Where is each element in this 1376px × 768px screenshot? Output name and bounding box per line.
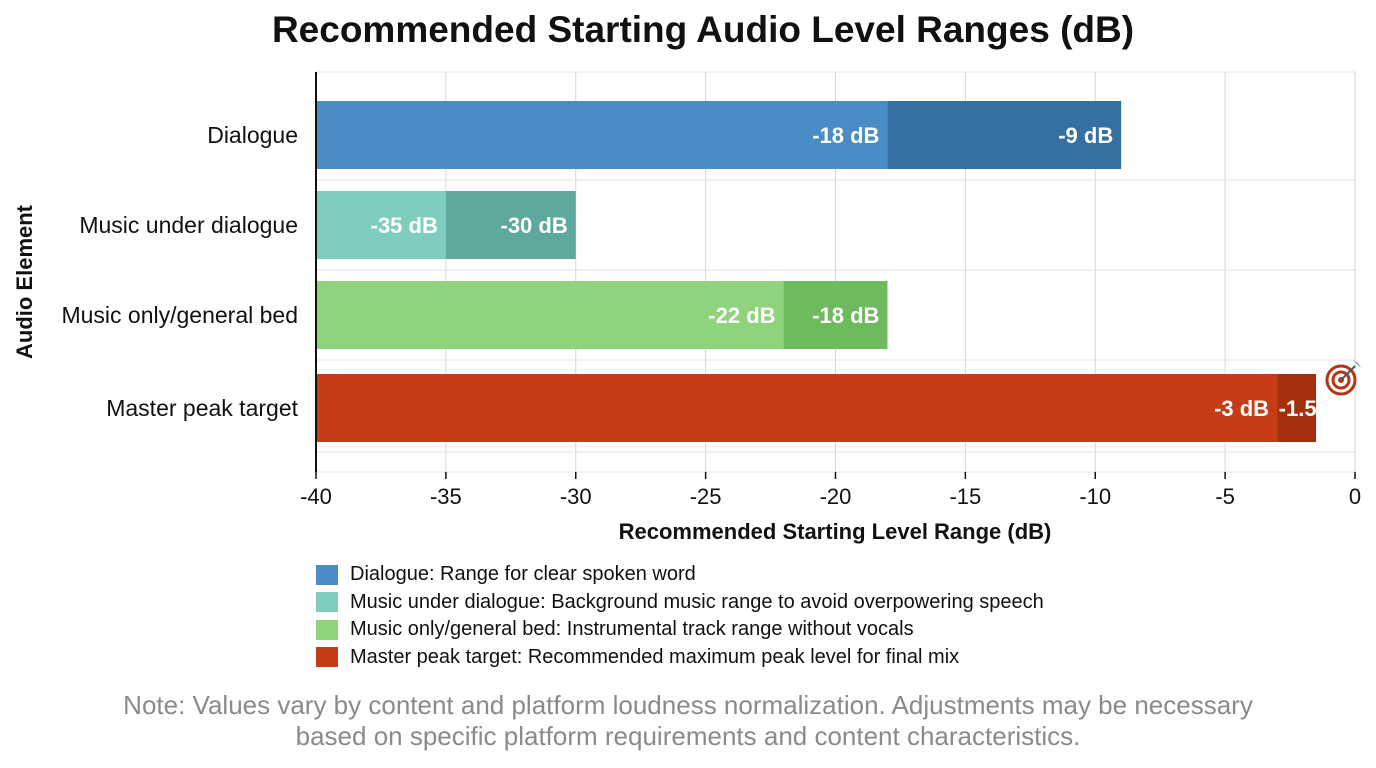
bar-range-segment <box>887 101 1122 169</box>
x-tick-label: 0 <box>1349 484 1361 509</box>
bar-range-segment <box>445 191 576 259</box>
legend-swatch-dialogue <box>316 564 338 585</box>
chart-note: Note: Values vary by content and platfor… <box>0 690 1376 752</box>
legend-item: Music under dialogue: Background music r… <box>316 589 1044 617</box>
bar-label-end: -9 dB <box>1058 123 1113 148</box>
x-tick-label: -5 <box>1215 484 1235 509</box>
category-label: Dialogue <box>207 122 298 148</box>
legend-label: Music under dialogue: Background music r… <box>350 590 1044 613</box>
x-tick-label: -20 <box>820 484 852 509</box>
bar-base <box>316 101 888 169</box>
x-tick-label: -15 <box>949 484 981 509</box>
x-tick-label: -10 <box>1079 484 1111 509</box>
bar-base <box>316 191 446 259</box>
note-line: Note: Values vary by content and platfor… <box>123 690 1253 720</box>
legend-item: Dialogue: Range for clear spoken word <box>316 561 1044 589</box>
bar-label-end: -30 dB <box>501 213 568 238</box>
legend-swatch-master-peak <box>316 647 338 668</box>
bar-base <box>316 281 784 349</box>
category-label: Master peak target <box>106 395 298 421</box>
target-icon-fletch <box>1353 360 1362 368</box>
bar-label-start: -3 dB <box>1214 396 1269 421</box>
bar-label-end: -18 dB <box>812 303 879 328</box>
x-tick-label: -40 <box>300 484 332 509</box>
target-icon-ring <box>1331 370 1351 390</box>
legend-item: Music only/general bed: Instrumental tra… <box>316 616 1044 644</box>
bar-base <box>316 374 1278 442</box>
legend-swatch-music-under-dialogue <box>316 592 338 613</box>
target-icon-arrow <box>1340 365 1356 381</box>
bar-label-end: -1.5 dB <box>1279 396 1352 421</box>
chart-title: Recommended Starting Audio Level Ranges … <box>272 9 1134 50</box>
y-axis-title: Audio Element <box>12 204 37 359</box>
bar-range-segment <box>783 281 888 349</box>
bar-label-start: -35 dB <box>371 213 438 238</box>
legend-label: Dialogue: Range for clear spoken word <box>350 563 696 586</box>
category-label: Music only/general bed <box>61 302 298 328</box>
x-tick-label: -25 <box>690 484 722 509</box>
legend-label: Master peak target: Recommended maximum … <box>350 645 960 668</box>
bar-range-segment <box>1277 374 1317 442</box>
x-axis-title: Recommended Starting Level Range (dB) <box>619 519 1052 544</box>
x-tick-label: -30 <box>560 484 592 509</box>
x-tick-label: -35 <box>430 484 462 509</box>
bar-label-start: -18 dB <box>812 123 879 148</box>
bar-label-start: -22 dB <box>708 303 775 328</box>
legend-label: Music only/general bed: Instrumental tra… <box>350 618 914 641</box>
legend-item: Master peak target: Recommended maximum … <box>316 644 1044 672</box>
category-label: Music under dialogue <box>79 212 298 238</box>
legend: Dialogue: Range for clear spoken word Mu… <box>316 561 1044 671</box>
legend-swatch-music-only <box>316 619 338 640</box>
note-line: based on specific platform requirements … <box>295 721 1081 751</box>
